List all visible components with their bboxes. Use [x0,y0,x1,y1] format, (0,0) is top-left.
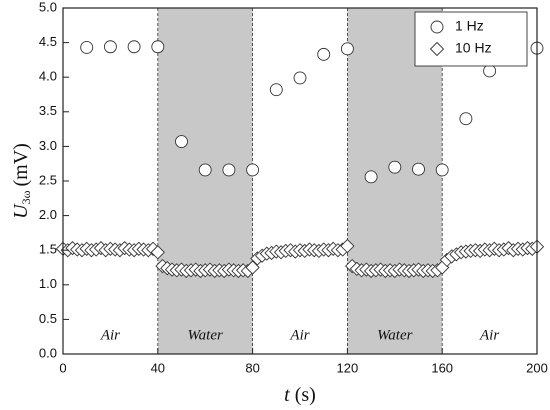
circle-marker [435,163,449,177]
axes-layer: 0 40 80 120 160 200 0.0 0.5 1.0 1.5 2.0 2.5 3.0 3.5 4.… [39,0,548,375]
circle-marker [430,20,444,34]
circle-marker [246,163,260,177]
x-label-unit: (s) [295,384,316,406]
y-label-subscript: 3ω [19,190,33,204]
x-tick-label: 40 [151,360,165,375]
circle-marker [103,40,117,54]
diamond-marker [340,238,355,254]
diamond-marker [245,260,260,275]
region-label: Water [188,327,223,343]
x-label-symbol: t [284,384,290,406]
y-tick-label: 5.0 [39,0,57,14]
shaded-layer [157,8,443,354]
circle-marker [293,71,307,85]
circle-marker [459,112,473,126]
x-tick-label: 120 [337,360,359,375]
x-tick-label: 80 [245,360,259,375]
y-tick-label: 3.0 [39,138,57,153]
circle-marker [175,135,188,149]
circle-marker [412,162,425,176]
y-label-symbol: U [10,203,32,219]
diamond-marker [150,245,165,260]
circle-marker [317,47,331,61]
diamond-marker [429,41,445,57]
circle-marker [483,64,497,78]
y-tick-label: 4.5 [39,34,57,49]
circle-marker [388,160,402,174]
y-tick-label: 4.0 [39,69,57,84]
circle-marker [340,42,354,56]
legend-label: 1 Hz [455,18,484,34]
circle-marker [198,163,212,177]
y-tick-label: 0.5 [39,311,57,326]
y-label-unit: (mV) [10,143,32,186]
x-tick-label: 0 [59,360,66,375]
legend: 1 Hz 10 Hz [414,11,528,67]
circle-marker [269,83,283,97]
circle-marker [364,170,378,184]
x-tick-label: 200 [526,360,548,375]
region-label: Water [377,327,412,343]
marks-layer [55,40,545,279]
legend-label: 10 Hz [455,40,492,56]
legend-box [414,11,528,67]
circle-marker [151,40,165,54]
circle-marker [80,40,94,54]
circle-marker [127,40,141,54]
y-axis-label: U3ω (mV) [10,143,33,219]
x-axis-label: t (s) [284,384,316,406]
y-tick-label: 1.0 [39,276,57,291]
region-label: Air [100,327,120,343]
shaded-region [157,8,253,354]
x-tick-label: 160 [431,360,453,375]
circle-marker [222,163,236,177]
y-tick-label: 2.5 [39,172,57,187]
y-tick-label: 2.0 [39,207,57,222]
y-tick-label: 1.5 [39,242,57,257]
region-label: Air [289,327,309,343]
region-label: Air [479,327,499,343]
y-tick-label: 3.5 [39,103,57,118]
y-tick-label: 0.0 [39,345,57,360]
